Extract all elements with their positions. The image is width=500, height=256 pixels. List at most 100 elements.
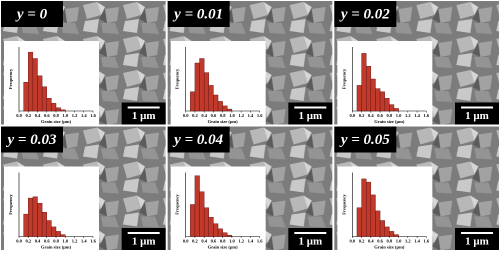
x-tick-label: 0.6: [377, 113, 383, 118]
histogram-bar: [60, 109, 66, 112]
label-background: [334, 126, 397, 153]
histogram-bar: [190, 204, 196, 237]
x-tick-label: 0.8: [387, 113, 393, 118]
x-tick-label: 0.8: [53, 239, 59, 244]
y-axis-label: Frequency: [175, 194, 180, 215]
x-tick-label: 1.2: [238, 239, 244, 244]
histogram-bar: [199, 58, 205, 112]
x-tick-label: 0.8: [220, 239, 226, 244]
x-tick-label: 1.4: [81, 239, 87, 244]
x-tick-label: 0.4: [35, 113, 41, 118]
x-tick-label: 0.2: [192, 239, 198, 244]
histogram-bar: [389, 231, 395, 237]
histogram-bar: [384, 226, 390, 237]
histogram-bar: [32, 196, 38, 237]
x-tick-label: 1.4: [81, 113, 87, 118]
x-tick-label: 0.4: [368, 239, 374, 244]
x-tick-label: 0.2: [359, 113, 365, 118]
histogram-bar: [370, 194, 376, 237]
x-tick-label: 0.2: [25, 113, 31, 118]
x-tick-label: 1.2: [405, 239, 411, 244]
scale-bar-label: 1 μm: [465, 236, 489, 248]
x-tick-label: 0.4: [201, 113, 207, 118]
histogram-bar: [23, 213, 29, 237]
label-background: [334, 1, 397, 27]
histogram-bar: [28, 197, 34, 237]
x-tick-label: 0.6: [377, 239, 383, 244]
histogram-bar: [217, 228, 223, 237]
histogram-bar: [375, 88, 381, 112]
x-tick-label: 1.2: [405, 113, 411, 118]
x-tick-label: 1.0: [396, 113, 402, 118]
x-tick-label: 0.8: [220, 113, 226, 118]
x-tick-label: 1.0: [229, 113, 235, 118]
x-tick-label: 1.2: [238, 113, 244, 118]
x-tick-label: 1.6: [90, 239, 96, 244]
histogram-bar: [370, 78, 376, 112]
histogram-bar: [203, 207, 209, 237]
x-tick-label: 0.4: [201, 239, 207, 244]
histogram-bar: [41, 211, 47, 237]
x-axis-label: Grain size (μm): [41, 245, 72, 250]
histogram-bar: [194, 62, 200, 112]
panel-title: y = 0.02: [339, 6, 390, 22]
scale-bar-label: 1 μm: [299, 236, 323, 248]
histogram-bar: [51, 226, 57, 237]
histogram-bar: [46, 220, 52, 237]
panel: y = 0.03 1 μm 0.0 0.2 0.4 0.6 0.8 1.0 1.2 1.4 1.6 G…: [1, 126, 166, 251]
x-tick-label: 0.2: [359, 239, 365, 244]
histogram-bar: [356, 207, 362, 237]
x-tick-label: 1.6: [90, 113, 96, 118]
x-axis-label: Grain size (μm): [208, 119, 239, 124]
x-axis-label: Grain size (μm): [374, 119, 405, 124]
x-tick-label: 1.4: [414, 239, 420, 244]
y-axis-label: Frequency: [8, 68, 13, 89]
x-tick-label: 0.4: [35, 239, 41, 244]
histogram-bar: [55, 231, 61, 237]
histogram-bar: [366, 181, 372, 237]
histogram-bar: [37, 75, 43, 112]
x-tick-label: 1.6: [424, 113, 430, 118]
panel: y = 0.02 1 μm 0.0 0.2 0.4 0.6 0.8 1.0 1.2 1.4 1.6 G…: [334, 1, 499, 125]
histogram-bar: [60, 234, 66, 237]
x-tick-label: 1.0: [62, 113, 68, 118]
histogram-bar: [366, 65, 372, 112]
y-axis-label: Frequency: [8, 194, 13, 215]
histogram-bar: [51, 103, 57, 112]
x-tick-label: 1.6: [257, 239, 263, 244]
histogram-bar: [393, 234, 399, 237]
histogram-bar: [203, 72, 209, 112]
x-tick-label: 1.0: [62, 239, 68, 244]
x-tick-label: 0.0: [183, 113, 189, 118]
histogram-bar: [379, 220, 385, 237]
x-tick-label: 1.6: [257, 113, 263, 118]
histogram-bar: [356, 85, 362, 112]
panel-title: y = 0: [15, 6, 48, 22]
x-tick-label: 0.2: [25, 239, 31, 244]
x-tick-label: 0.0: [350, 113, 356, 118]
y-axis-label: Frequency: [175, 68, 180, 89]
histogram-bar: [32, 58, 38, 112]
x-tick-label: 0.6: [211, 113, 217, 118]
scale-bar-label: 1 μm: [299, 110, 323, 122]
panel: y = 0.05 1 μm 0.0 0.2 0.4 0.6 0.8 1.0 1.2 1.4 1.6 G…: [334, 126, 499, 251]
histogram-bar: [227, 235, 233, 237]
histogram-bar: [361, 178, 367, 237]
label-background: [1, 126, 63, 153]
histogram-bar: [37, 203, 43, 237]
histogram-bar: [393, 108, 399, 112]
label-background: [167, 1, 230, 27]
x-tick-label: 0.0: [16, 239, 22, 244]
panel: y = 0 1 μm 0.0 0.2 0.4 0.6 0.8 1.0 1.2 1.4 1.6 Grai…: [1, 1, 166, 125]
x-tick-label: 0.8: [387, 239, 393, 244]
histogram-bar: [194, 175, 200, 237]
x-tick-label: 1.4: [248, 239, 254, 244]
histogram-bar: [213, 223, 219, 237]
y-axis-label: Frequency: [341, 194, 346, 215]
panel-title: y = 0.04: [172, 132, 223, 148]
panel-title: y = 0.05: [339, 132, 390, 148]
x-tick-label: 0.0: [16, 113, 22, 118]
x-tick-label: 1.2: [72, 113, 78, 118]
x-tick-label: 0.4: [368, 113, 374, 118]
